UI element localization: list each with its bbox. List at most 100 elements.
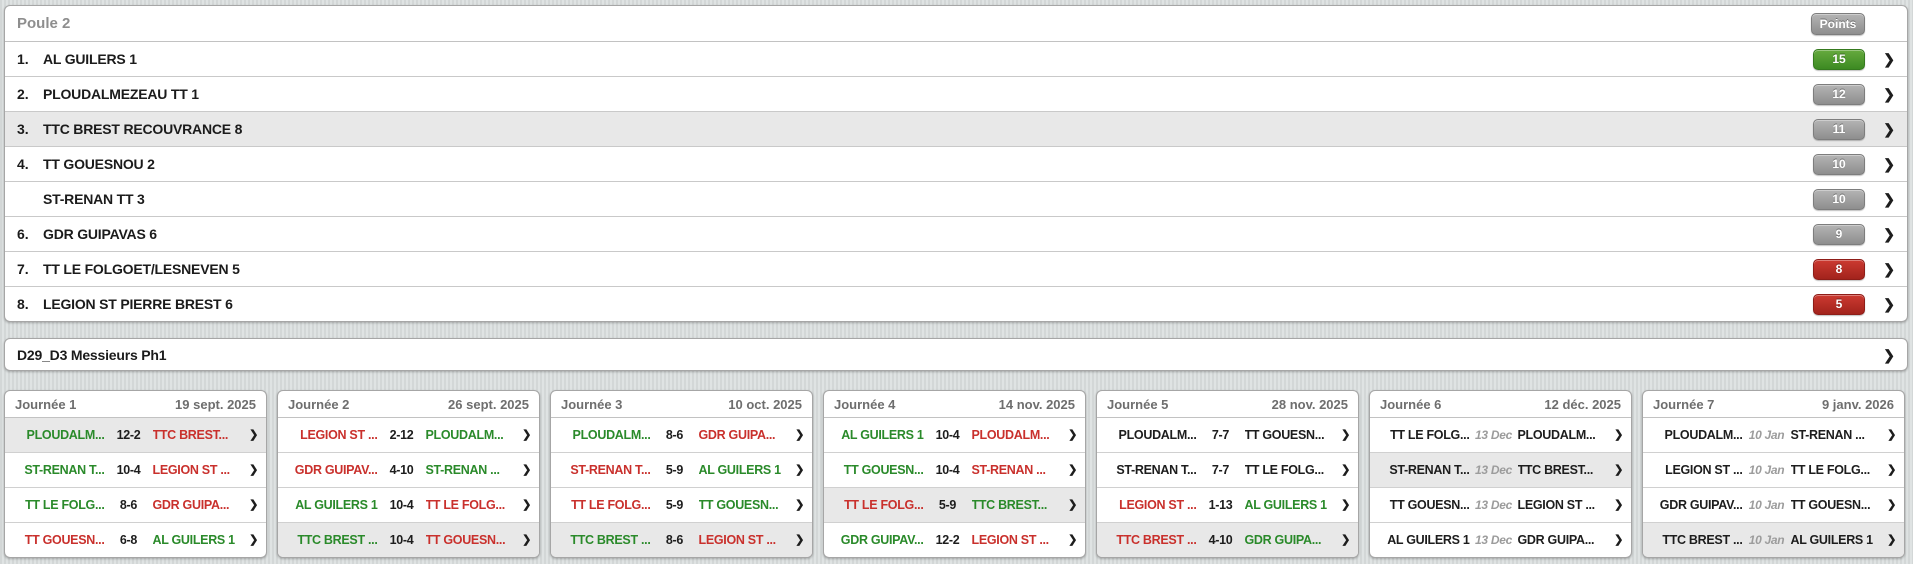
- match-score: 10-4: [105, 463, 153, 477]
- match-row[interactable]: TTC BREST ... 8-6 LEGION ST ... ❯: [551, 522, 812, 557]
- match-row[interactable]: ST-RENAN T... 10-4 LEGION ST ... ❯: [5, 452, 266, 487]
- home-team: GDR GUIPAV...: [1651, 498, 1743, 512]
- standings-row[interactable]: 7. TT LE FOLGOET/LESNEVEN 5 8 ❯: [5, 251, 1907, 286]
- standings-row[interactable]: 6. GDR GUIPAVAS 6 9 ❯: [5, 216, 1907, 251]
- points-badge: 11: [1813, 119, 1865, 140]
- round-title: Journée 5: [1107, 397, 1168, 412]
- match-row[interactable]: AL GUILERS 1 10-4 TT LE FOLG... ❯: [278, 487, 539, 522]
- standings-row[interactable]: 3. TTC BREST RECOUVRANCE 8 11 ❯: [5, 111, 1907, 146]
- chevron-right-icon: ❯: [1338, 535, 1350, 546]
- round-date: 28 nov. 2025: [1272, 397, 1348, 412]
- away-team: LEGION ST ...: [972, 533, 1064, 547]
- rank-label: 3.: [17, 121, 43, 137]
- team-name: GDR GUIPAVAS 6: [43, 226, 157, 242]
- match-score: 10-4: [924, 428, 972, 442]
- rank-label: 4.: [17, 156, 43, 172]
- points-badge: 10: [1813, 154, 1865, 175]
- standings-row[interactable]: 2. PLOUDALMEZEAU TT 1 12 ❯: [5, 76, 1907, 111]
- match-row[interactable]: LEGION ST ... 1-13 AL GUILERS 1 ❯: [1097, 487, 1358, 522]
- poule-title: Poule 2: [17, 15, 70, 32]
- match-row[interactable]: AL GUILERS 1 10-4 PLOUDALM... ❯: [824, 418, 1085, 452]
- round-header: Journée 2 26 sept. 2025: [278, 391, 539, 418]
- away-team: PLOUDALM...: [426, 428, 518, 442]
- away-team: LEGION ST ...: [153, 463, 245, 477]
- match-row[interactable]: TT GOUESN... 6-8 AL GUILERS 1 ❯: [5, 522, 266, 557]
- home-team: AL GUILERS 1: [832, 428, 924, 442]
- match-row[interactable]: TT GOUESN... 10-4 ST-RENAN ... ❯: [824, 452, 1085, 487]
- away-team: GDR GUIPA...: [153, 498, 245, 512]
- away-team: AL GUILERS 1: [153, 533, 245, 547]
- round-header: Journée 3 10 oct. 2025: [551, 391, 812, 418]
- match-row[interactable]: PLOUDALM... 8-6 GDR GUIPA... ❯: [551, 418, 812, 452]
- chevron-right-icon: ❯: [1881, 262, 1895, 276]
- match-score: 10-4: [924, 463, 972, 477]
- home-team: TT GOUESN...: [13, 533, 105, 547]
- round-header: Journée 4 14 nov. 2025: [824, 391, 1085, 418]
- match-row[interactable]: GDR GUIPAV... 4-10 ST-RENAN ... ❯: [278, 452, 539, 487]
- standings-row[interactable]: ST-RENAN TT 3 10 ❯: [5, 181, 1907, 216]
- away-team: LEGION ST ...: [699, 533, 791, 547]
- home-team: TTC BREST ...: [1651, 533, 1743, 547]
- match-score: 7-7: [1197, 428, 1245, 442]
- chevron-right-icon: ❯: [1881, 52, 1895, 66]
- standings-header: Poule 2 Points ❯: [5, 6, 1907, 42]
- match-row[interactable]: AL GUILERS 1 13 Dec GDR GUIPA... ❯: [1370, 522, 1631, 557]
- chevron-right-icon: ❯: [1884, 535, 1896, 546]
- match-date: 10 Jan: [1743, 428, 1791, 442]
- round-title: Journée 2: [288, 397, 349, 412]
- home-team: LEGION ST ...: [1651, 463, 1743, 477]
- chevron-right-icon: ❯: [1881, 192, 1895, 206]
- match-row[interactable]: ST-RENAN T... 7-7 TT LE FOLG... ❯: [1097, 452, 1358, 487]
- match-row[interactable]: GDR GUIPAV... 12-2 LEGION ST ... ❯: [824, 522, 1085, 557]
- match-row[interactable]: TTC BREST ... 10 Jan AL GUILERS 1 ❯: [1643, 522, 1904, 557]
- match-row[interactable]: TT LE FOLG... 8-6 GDR GUIPA... ❯: [5, 487, 266, 522]
- home-team: TTC BREST ...: [559, 533, 651, 547]
- match-row[interactable]: TT GOUESN... 13 Dec LEGION ST ... ❯: [1370, 487, 1631, 522]
- team-name: AL GUILERS 1: [43, 51, 137, 67]
- match-row[interactable]: GDR GUIPAV... 10 Jan TT GOUESN... ❯: [1643, 487, 1904, 522]
- match-score: 6-8: [105, 533, 153, 547]
- standings-row[interactable]: 1. AL GUILERS 1 15 ❯: [5, 42, 1907, 76]
- division-panel[interactable]: D29_D3 Messieurs Ph1 ❯: [4, 338, 1908, 371]
- match-row[interactable]: ST-RENAN T... 13 Dec TTC BREST... ❯: [1370, 452, 1631, 487]
- match-row[interactable]: TTC BREST ... 10-4 TT GOUESN... ❯: [278, 522, 539, 557]
- chevron-right-icon: ❯: [1611, 500, 1623, 511]
- round-panel: Journée 4 14 nov. 2025 AL GUILERS 1 10-4…: [823, 390, 1086, 558]
- match-row[interactable]: TT LE FOLG... 5-9 TT GOUESN... ❯: [551, 487, 812, 522]
- points-badge: 10: [1813, 189, 1865, 210]
- round-date: 19 sept. 2025: [175, 397, 256, 412]
- match-row[interactable]: TT LE FOLG... 5-9 TTC BREST... ❯: [824, 487, 1085, 522]
- match-row[interactable]: ST-RENAN T... 5-9 AL GUILERS 1 ❯: [551, 452, 812, 487]
- home-team: GDR GUIPAV...: [832, 533, 924, 547]
- chevron-right-icon: ❯: [246, 500, 258, 511]
- chevron-right-icon: ❯: [1881, 348, 1895, 362]
- match-row[interactable]: TTC BREST ... 4-10 GDR GUIPA... ❯: [1097, 522, 1358, 557]
- standings-row[interactable]: 8. LEGION ST PIERRE BREST 6 5 ❯: [5, 286, 1907, 321]
- team-name: ST-RENAN TT 3: [43, 191, 145, 207]
- chevron-right-icon: ❯: [1881, 122, 1895, 136]
- away-team: TTC BREST...: [972, 498, 1064, 512]
- match-score: 8-6: [105, 498, 153, 512]
- round-title: Journée 6: [1380, 397, 1441, 412]
- match-row[interactable]: PLOUDALM... 7-7 TT GOUESN... ❯: [1097, 418, 1358, 452]
- away-team: GDR GUIPA...: [699, 428, 791, 442]
- match-row[interactable]: PLOUDALM... 12-2 TTC BREST... ❯: [5, 418, 266, 452]
- match-score: 7-7: [1197, 463, 1245, 477]
- home-team: TT GOUESN...: [832, 463, 924, 477]
- points-badge: 5: [1813, 294, 1865, 315]
- chevron-right-icon: ❯: [1338, 430, 1350, 441]
- standings-row[interactable]: 4. TT GOUESNOU 2 10 ❯: [5, 146, 1907, 181]
- match-score: 4-10: [1197, 533, 1245, 547]
- chevron-right-icon: ❯: [792, 465, 804, 476]
- match-row[interactable]: LEGION ST ... 2-12 PLOUDALM... ❯: [278, 418, 539, 452]
- chevron-right-icon: ❯: [792, 535, 804, 546]
- match-row[interactable]: TT LE FOLG... 13 Dec PLOUDALM... ❯: [1370, 418, 1631, 452]
- standings-rows: 1. AL GUILERS 1 15 ❯ 2. PLOUDALMEZEAU TT…: [5, 42, 1907, 321]
- chevron-right-icon: ❯: [1611, 430, 1623, 441]
- match-row[interactable]: LEGION ST ... 10 Jan TT LE FOLG... ❯: [1643, 452, 1904, 487]
- chevron-right-icon: ❯: [1884, 430, 1896, 441]
- match-row[interactable]: PLOUDALM... 10 Jan ST-RENAN ... ❯: [1643, 418, 1904, 452]
- match-date: 13 Dec: [1470, 533, 1518, 547]
- match-score: 8-6: [651, 533, 699, 547]
- round-title: Journée 1: [15, 397, 76, 412]
